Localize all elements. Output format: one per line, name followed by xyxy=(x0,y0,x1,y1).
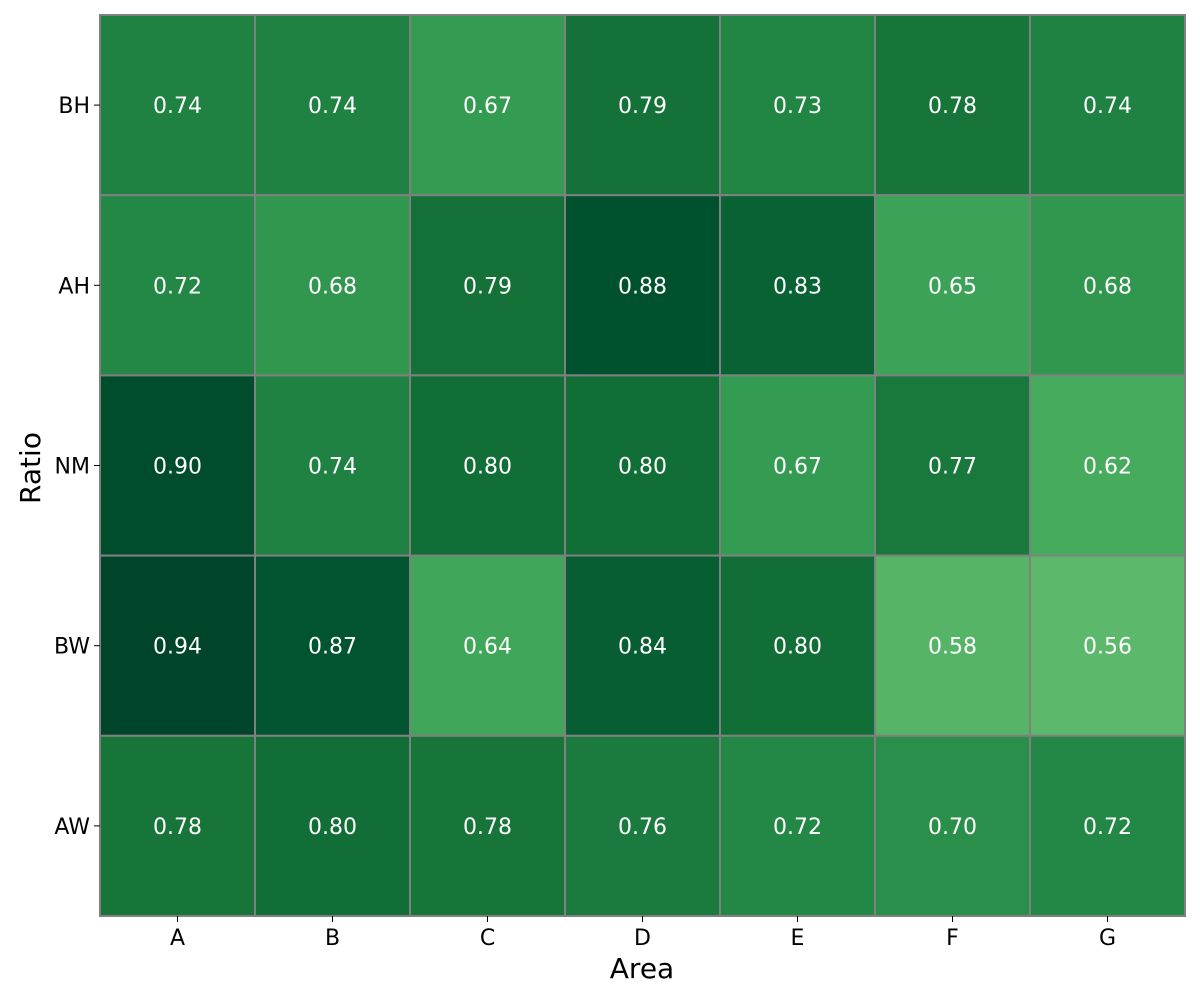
cell-value-label: 0.72 xyxy=(153,274,202,299)
heatmap-cell-bw-f xyxy=(874,554,1031,737)
heatmap-cell-bh-c xyxy=(409,14,566,197)
x-tick-label: E xyxy=(791,926,805,951)
heatmap-cell-nm-g xyxy=(1029,374,1186,557)
cell-value-label: 0.83 xyxy=(773,274,822,299)
cell-value-label: 0.78 xyxy=(463,815,512,840)
heatmap-cell-ah-f xyxy=(874,194,1031,377)
heatmap-cell-bh-f xyxy=(874,14,1031,197)
cell-value-label: 0.68 xyxy=(1083,274,1132,299)
heatmap-cell-nm-d xyxy=(564,374,721,557)
heatmap-cell-bh-d xyxy=(564,14,721,197)
heatmap-cell-bw-b xyxy=(254,554,411,737)
heatmap-cell-aw-c xyxy=(409,734,566,917)
x-tick-label: C xyxy=(480,926,495,951)
heatmap-cell-ah-e xyxy=(719,194,876,377)
cell-value-label: 0.74 xyxy=(1083,94,1132,119)
heatmap-cell-aw-a xyxy=(99,734,256,917)
cell-value-label: 0.88 xyxy=(618,274,667,299)
y-tick-label: AW xyxy=(54,815,90,840)
heatmap-cell-bw-a xyxy=(99,554,256,737)
cell-value-label: 0.72 xyxy=(1083,815,1132,840)
cell-value-label: 0.64 xyxy=(463,635,512,660)
x-tick-label: A xyxy=(170,926,185,951)
cell-value-label: 0.74 xyxy=(308,94,357,119)
heatmap-cell-bh-b xyxy=(254,14,411,197)
x-tick-label: D xyxy=(634,926,651,951)
cell-value-label: 0.62 xyxy=(1083,455,1132,480)
cell-value-label: 0.94 xyxy=(153,635,202,660)
y-tick-label: BW xyxy=(54,635,90,660)
cell-value-label: 0.76 xyxy=(618,815,667,840)
cell-value-label: 0.65 xyxy=(928,274,977,299)
cell-value-label: 0.79 xyxy=(463,274,512,299)
cell-value-label: 0.56 xyxy=(1083,635,1132,660)
cell-value-label: 0.74 xyxy=(308,455,357,480)
cells-layer xyxy=(99,14,1186,917)
heatmap-cell-ah-g xyxy=(1029,194,1186,377)
cell-value-label: 0.74 xyxy=(153,94,202,119)
cell-value-label: 0.67 xyxy=(773,455,822,480)
cell-value-label: 0.67 xyxy=(463,94,512,119)
cell-value-label: 0.80 xyxy=(773,635,822,660)
heatmap-cell-nm-e xyxy=(719,374,876,557)
cell-value-label: 0.90 xyxy=(153,455,202,480)
x-axis-title: Area xyxy=(610,952,674,985)
heatmap-cell-nm-c xyxy=(409,374,566,557)
y-tick-label: BH xyxy=(58,94,90,119)
heatmap-cell-bw-d xyxy=(564,554,721,737)
cell-value-label: 0.70 xyxy=(928,815,977,840)
x-tick-label: B xyxy=(325,926,340,951)
cell-value-label: 0.72 xyxy=(773,815,822,840)
y-axis-title: Ratio xyxy=(14,432,47,504)
heatmap-cell-aw-g xyxy=(1029,734,1186,917)
heatmap-cell-bh-e xyxy=(719,14,876,197)
heatmap-cell-bh-a xyxy=(99,14,256,197)
cell-labels-layer: 0.74 0.74 0.67 0.79 0.73 0.78 0.74 0.72 0.68 0.79… xyxy=(153,94,1132,840)
cell-value-label: 0.84 xyxy=(618,635,667,660)
heatmap-cell-bw-g xyxy=(1029,554,1186,737)
cell-value-label: 0.77 xyxy=(928,455,977,480)
cell-value-label: 0.73 xyxy=(773,94,822,119)
axes-layer: A B C D E F G BH AH NM BW AW xyxy=(54,94,1116,951)
cell-value-label: 0.78 xyxy=(928,94,977,119)
cell-value-label: 0.80 xyxy=(308,815,357,840)
y-tick-label: NM xyxy=(55,455,90,480)
cell-value-label: 0.80 xyxy=(618,455,667,480)
cell-value-label: 0.78 xyxy=(153,815,202,840)
heatmap-cell-ah-c xyxy=(409,194,566,377)
heatmap-cell-nm-f xyxy=(874,374,1031,557)
cell-value-label: 0.79 xyxy=(618,94,667,119)
heatmap-cell-nm-b xyxy=(254,374,411,557)
cell-value-label: 0.80 xyxy=(463,455,512,480)
x-tick-label: F xyxy=(946,926,959,951)
cell-value-label: 0.68 xyxy=(308,274,357,299)
x-tick-label: G xyxy=(1099,926,1116,951)
cell-value-label: 0.58 xyxy=(928,635,977,660)
y-tick-label: AH xyxy=(58,274,90,299)
cell-value-label: 0.87 xyxy=(308,635,357,660)
